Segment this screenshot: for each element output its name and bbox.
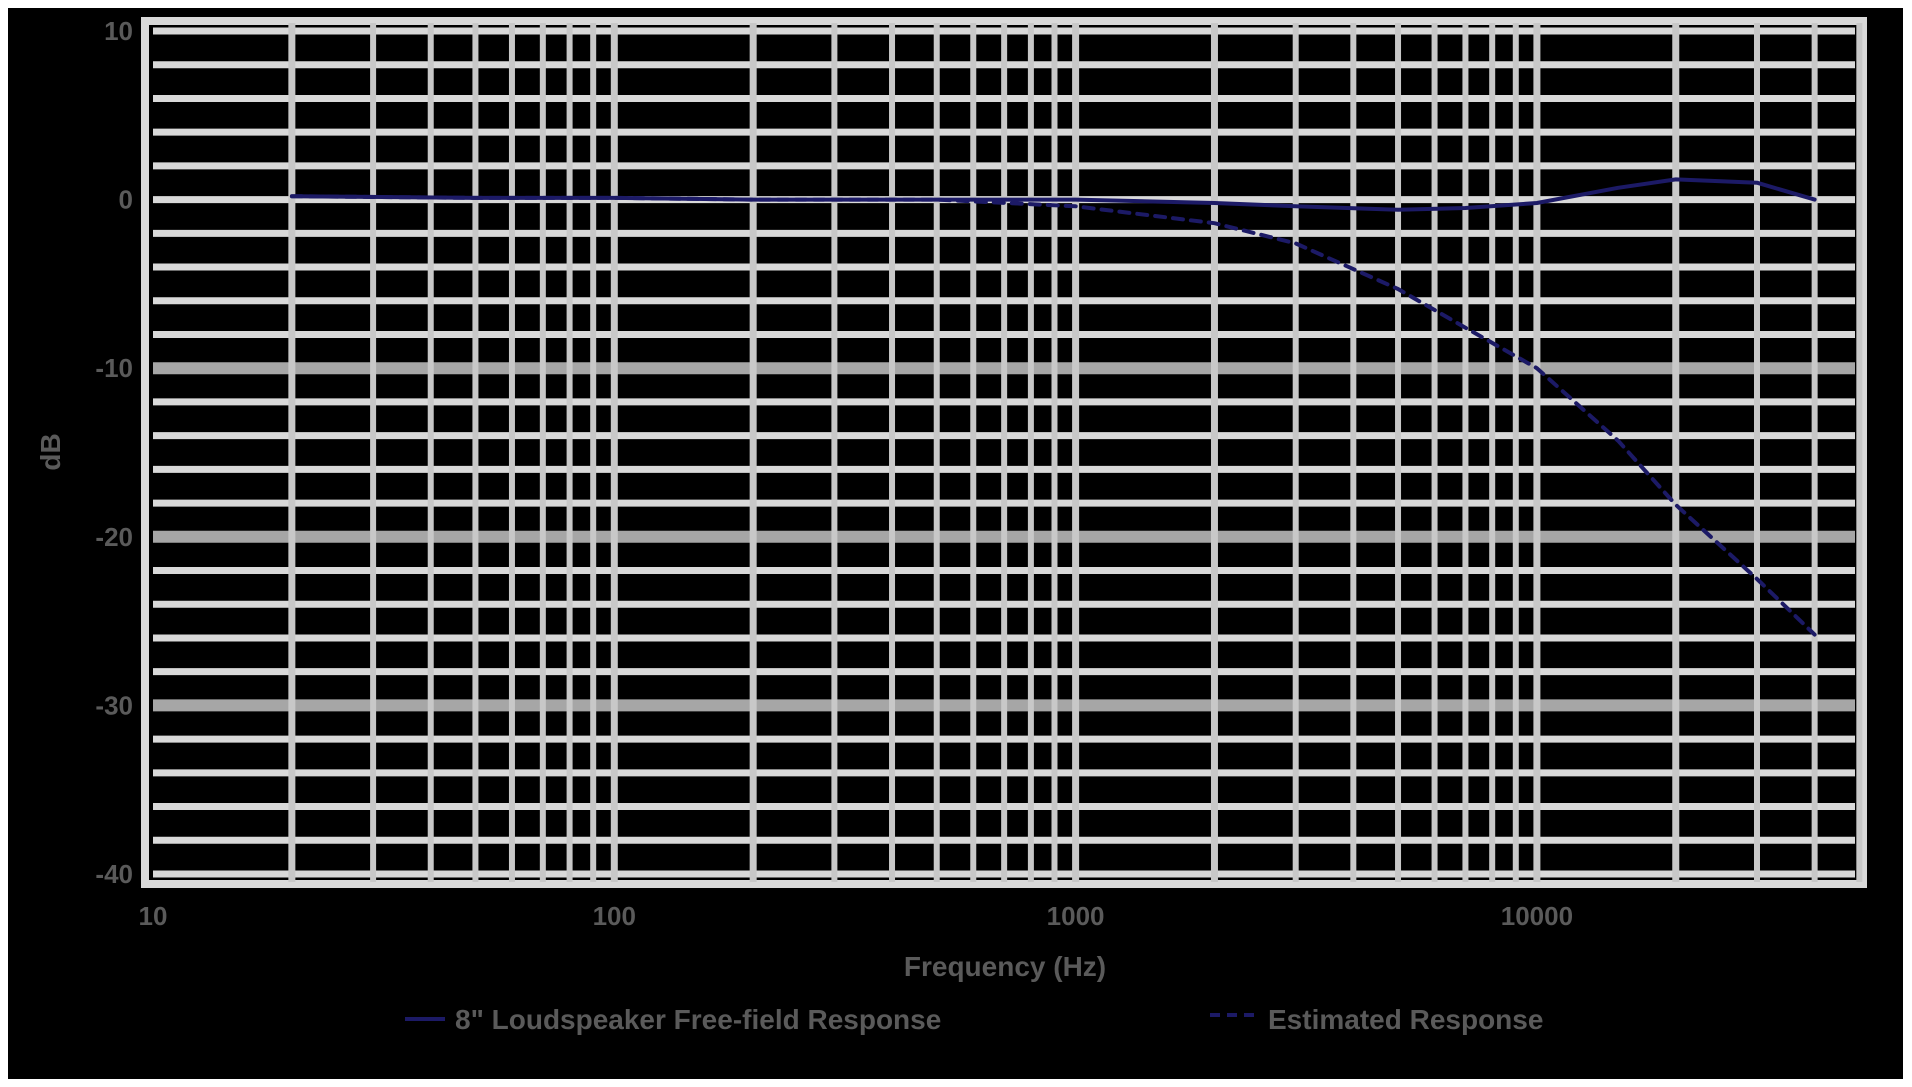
x-tick-label: 100 bbox=[593, 901, 636, 931]
y-tick-label: -40 bbox=[95, 859, 133, 889]
estimated-response-line bbox=[289, 194, 1817, 637]
chart-background: 10 0 -10 -20 -30 -40 10 100 1000 10000 dB Freque… bbox=[8, 8, 1903, 1079]
x-tick-label: 10 bbox=[139, 901, 168, 931]
legend-item-label: Estimated Response bbox=[1268, 1004, 1543, 1035]
y-axis-tick-labels: 10 0 -10 -20 -30 -40 bbox=[95, 16, 133, 889]
x-axis-tick-labels: 10 100 1000 10000 bbox=[139, 901, 1574, 931]
x-axis-title: Frequency (Hz) bbox=[904, 951, 1106, 982]
y-tick-label: 0 bbox=[119, 185, 133, 215]
frequency-response-chart: 100-10-20-30-40 10 100 1000 10000 dB Freque… bbox=[35, 16, 1867, 1035]
data-series bbox=[289, 177, 1817, 637]
plot-border bbox=[141, 17, 1867, 888]
y-tick-label: -20 bbox=[95, 522, 133, 552]
legend-item-dashed[interactable]: Estimated Response bbox=[1210, 1004, 1543, 1035]
y-tick-label: -10 bbox=[95, 353, 133, 383]
y-tick-label: 10 bbox=[104, 16, 133, 46]
y-tick-label: -30 bbox=[95, 690, 133, 720]
legend-item-solid[interactable]: 8" Loudspeaker Free-field Response bbox=[405, 1004, 941, 1035]
legend-item-label: 8" Loudspeaker Free-field Response bbox=[455, 1004, 941, 1035]
y-axis-title: dB bbox=[35, 433, 66, 470]
x-tick-label: 10000 bbox=[1501, 901, 1573, 931]
plot-grid bbox=[141, 17, 1867, 888]
legend: 8" Loudspeaker Free-field Response Estim… bbox=[405, 1004, 1543, 1035]
x-tick-label: 1000 bbox=[1047, 901, 1105, 931]
